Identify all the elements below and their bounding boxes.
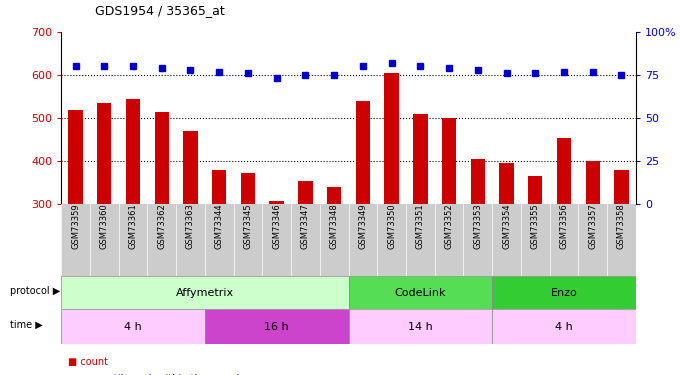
Bar (349, 276, 492, 309)
Bar (212, 170, 226, 204)
Bar (471, 159, 485, 204)
Bar (614, 170, 628, 204)
Bar (97, 103, 112, 204)
Bar (299, 181, 313, 204)
Text: 16 h: 16 h (265, 322, 289, 332)
Bar (269, 201, 284, 204)
Bar (585, 161, 600, 204)
Bar (327, 187, 341, 204)
Bar (528, 176, 543, 204)
Text: GDS1954 / 35365_at: GDS1954 / 35365_at (95, 4, 225, 17)
Bar (205, 309, 349, 344)
Text: CodeLink: CodeLink (394, 288, 446, 297)
Bar (442, 118, 456, 204)
Bar (499, 164, 513, 204)
Bar (61, 309, 205, 344)
Text: protocol ▶: protocol ▶ (10, 286, 61, 296)
Bar (384, 73, 398, 204)
Text: Enzo: Enzo (551, 288, 577, 297)
Text: time ▶: time ▶ (10, 320, 43, 330)
Bar (69, 110, 83, 204)
Bar (349, 309, 492, 344)
Text: ■ percentile rank within the sample: ■ percentile rank within the sample (68, 374, 245, 375)
Bar (126, 99, 140, 204)
Text: ■ count: ■ count (68, 357, 108, 368)
Text: 14 h: 14 h (408, 322, 432, 332)
Bar (356, 101, 370, 204)
Bar (492, 309, 636, 344)
Bar (154, 112, 169, 204)
Text: Affymetrix: Affymetrix (176, 288, 234, 297)
Bar (61, 276, 349, 309)
Bar (241, 173, 255, 204)
Text: 4 h: 4 h (555, 322, 573, 332)
Bar (557, 138, 571, 204)
Bar (492, 276, 636, 309)
Text: 4 h: 4 h (124, 322, 142, 332)
Bar (184, 131, 198, 204)
Bar (413, 114, 428, 204)
